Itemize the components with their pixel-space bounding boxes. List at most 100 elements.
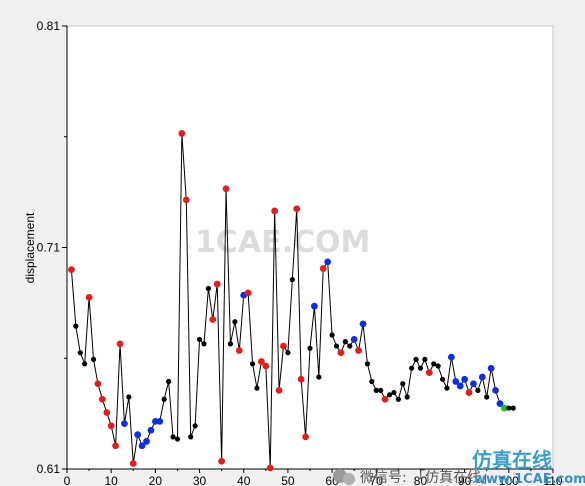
data-point (112, 442, 119, 450)
data-point (134, 431, 142, 439)
markers-layer (68, 130, 516, 472)
data-point (262, 362, 270, 370)
data-point (435, 363, 441, 369)
data-point (143, 437, 150, 445)
data-point (487, 364, 495, 372)
data-point (138, 442, 146, 450)
data-point (178, 130, 186, 137)
data-point (425, 369, 433, 377)
data-point (147, 426, 155, 434)
data-point (311, 302, 318, 310)
data-point (82, 361, 88, 367)
x-tick-label: 70 (370, 474, 384, 486)
data-point (342, 339, 348, 345)
data-point (196, 336, 203, 343)
data-point (68, 266, 75, 274)
data-point (465, 389, 473, 396)
plot-area (66, 25, 554, 470)
data-point (302, 433, 309, 441)
data-point (506, 405, 512, 411)
x-tick-label: 10 (105, 474, 119, 486)
data-point (289, 277, 295, 283)
data-point (218, 457, 226, 465)
data-point (98, 395, 106, 403)
data-point (90, 356, 97, 362)
data-point (409, 365, 415, 371)
data-point (213, 280, 221, 288)
data-point (307, 345, 313, 351)
data-point (182, 196, 190, 204)
data-point (254, 385, 260, 391)
data-point (232, 319, 238, 325)
data-point (439, 376, 446, 382)
data-point (478, 373, 486, 381)
data-point (85, 293, 93, 301)
data-point (510, 405, 516, 411)
data-point (316, 374, 322, 380)
data-point (209, 316, 217, 323)
data-point (333, 343, 340, 349)
x-tick-label: 50 (281, 474, 295, 486)
x-tick-label: 0 (64, 474, 71, 486)
data-point (285, 350, 291, 356)
y-tick-label: 0.81 (37, 19, 61, 33)
data-point (205, 285, 211, 292)
data-point (400, 381, 406, 387)
data-point (324, 258, 332, 266)
data-point (266, 464, 274, 472)
data-point (391, 389, 397, 396)
watermark-center: 1CAE.COM (195, 225, 370, 260)
data-point (337, 349, 345, 357)
x-tick-label: 80 (414, 474, 428, 486)
data-point (129, 460, 137, 467)
data-point (297, 375, 305, 383)
data-point (350, 336, 358, 343)
data-point (359, 320, 367, 328)
y-tick-label: 0.61 (37, 462, 61, 476)
wechat-watermark-text: 微信号: 「仿真在线」 (360, 470, 495, 486)
data-point (413, 356, 419, 362)
data-point (378, 387, 384, 393)
data-point (417, 365, 424, 371)
data-point (447, 353, 455, 361)
data-point (404, 394, 410, 400)
wechat-watermark: 微信号: 「仿真在线」 (333, 469, 495, 486)
data-point (73, 323, 79, 329)
data-point (470, 380, 477, 388)
data-point (156, 417, 164, 425)
data-point (244, 289, 252, 297)
data-point (249, 361, 256, 367)
data-point (170, 434, 176, 440)
data-point (103, 409, 111, 416)
data-point (484, 394, 490, 400)
data-point (107, 422, 115, 430)
data-point (431, 361, 437, 367)
data-point (227, 341, 234, 347)
x-tick-label: 30 (193, 474, 207, 486)
data-point (235, 347, 243, 354)
x-tick-label: 100 (499, 474, 519, 486)
data-point (452, 378, 460, 385)
data-point (192, 423, 198, 429)
data-point (395, 396, 401, 402)
data-point (201, 341, 207, 347)
data-point (293, 205, 301, 213)
data-point (373, 387, 379, 393)
x-tick-label: 90 (458, 474, 472, 486)
data-point (355, 347, 362, 354)
y-tick-label: 0.71 (37, 241, 61, 255)
x-tick-label: 40 (237, 474, 251, 486)
data-point (422, 356, 428, 362)
watermark-url-text: www.1CAE.com (474, 472, 585, 486)
data-point (364, 361, 371, 367)
data-point (126, 394, 132, 400)
data-point (456, 382, 464, 390)
data-point (271, 207, 279, 215)
data-point (161, 396, 167, 402)
data-point (94, 380, 102, 388)
data-point (329, 332, 335, 338)
data-point (188, 434, 194, 440)
data-point (116, 340, 124, 348)
data-point (492, 386, 499, 394)
